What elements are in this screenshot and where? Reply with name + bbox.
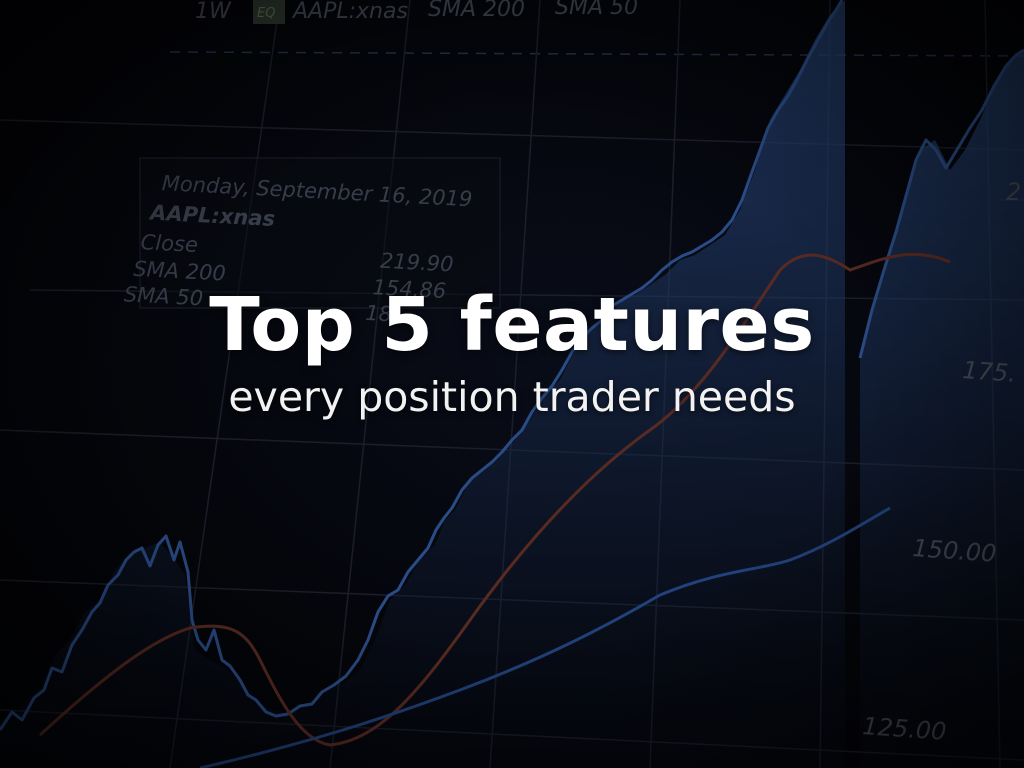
- headline: Top 5 features: [209, 282, 815, 368]
- subheadline: every position trader needs: [228, 373, 796, 421]
